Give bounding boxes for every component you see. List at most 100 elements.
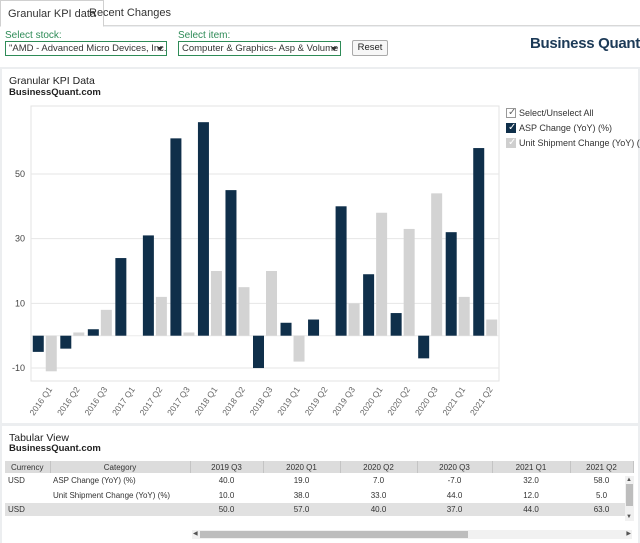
table-row: USD ASP Change (YoY) (%) 40.0 19.0 7.0 -… — [5, 473, 633, 488]
x-tick-label: 2020 Q2 — [385, 385, 412, 418]
table-cell: -7.0 — [447, 476, 462, 485]
bar-asp — [87, 329, 99, 336]
bar-unit — [266, 271, 277, 336]
item-select[interactable]: Computer & Graphics- Asp & Volume (... — [178, 41, 341, 56]
bar-asp — [445, 232, 457, 336]
bar-unit — [431, 193, 443, 336]
table-cell — [50, 503, 190, 516]
y-tick-label: 50 — [15, 169, 25, 179]
bar-asp — [308, 319, 320, 336]
table-cell: 7.0 — [372, 476, 385, 485]
stock-select[interactable]: "AMD - Advanced Micro Devices, Inc." — [5, 41, 167, 56]
y-tick-label: -10 — [12, 363, 25, 373]
kpi-table: Currency Category 2019 Q3 2020 Q1 2020 Q… — [5, 461, 634, 516]
x-tick-label: 2018 Q2 — [220, 385, 247, 418]
chevron-down-icon — [331, 47, 337, 51]
legend-item-asp-label: ASP Change (YoY) (%) — [519, 123, 613, 133]
table-cell: 63.0 — [570, 503, 633, 516]
x-tick-label: 2019 Q2 — [303, 385, 330, 418]
x-tick-label: 2021 Q1 — [440, 385, 467, 418]
x-tick-label: 2016 Q3 — [82, 385, 109, 418]
bar-unit — [155, 296, 167, 336]
item-select-value: Computer & Graphics- Asp & Volume (... — [182, 43, 341, 54]
x-tick-label: 2021 Q2 — [468, 385, 495, 418]
brand-logo: Business Quant — [530, 35, 640, 52]
bar-asp — [473, 148, 485, 336]
bar-unit — [403, 228, 415, 336]
legend-item-asp[interactable]: ✓ ASP Change (YoY) (%) — [506, 122, 613, 134]
reset-button[interactable]: Reset — [352, 40, 388, 56]
table-total-row: USD 50.0 57.0 40.0 37.0 44.0 63.0 — [5, 503, 633, 516]
y-tick-label: 30 — [15, 234, 25, 244]
column-header[interactable]: 2020 Q1 — [263, 461, 341, 473]
horizontal-scrollbar[interactable]: ◀ ▶ — [192, 530, 632, 539]
table-cell: 19.0 — [293, 476, 310, 485]
table-cell: 37.0 — [417, 503, 492, 516]
vertical-scrollbar[interactable]: ▲ ▼ — [625, 476, 634, 521]
bar-asp — [225, 190, 237, 336]
table-cell: 38.0 — [293, 491, 310, 500]
table-row: Unit Shipment Change (YoY) (%) 10.0 38.0… — [5, 488, 633, 503]
x-tick-label: 2017 Q1 — [110, 385, 137, 418]
chevron-down-icon — [157, 47, 163, 51]
table-header-row: Currency Category 2019 Q3 2020 Q1 2020 Q… — [5, 461, 634, 473]
column-header[interactable]: Currency — [5, 461, 51, 473]
bar-asp — [32, 335, 44, 352]
scroll-right-icon[interactable]: ▶ — [626, 531, 631, 537]
chart-panel-title: Granular KPI Data — [9, 75, 95, 87]
legend-item-unit[interactable]: ✓ Unit Shipment Change (YoY) (%) — [506, 137, 640, 149]
table-cell: Unit Shipment Change (YoY) (%) — [53, 491, 171, 500]
table-cell: 50.0 — [190, 503, 263, 516]
bar-asp — [197, 122, 209, 336]
bar-unit — [376, 212, 388, 336]
controls-bar: Select stock: "AMD - Advanced Micro Devi… — [0, 27, 640, 67]
column-header[interactable]: 2021 Q1 — [492, 461, 571, 473]
bar-unit — [100, 309, 112, 336]
legend-select-all-label: Select/Unselect All — [519, 108, 594, 118]
table-panel-subtitle: BusinessQuant.com — [9, 443, 101, 454]
bar-unit — [458, 296, 470, 336]
column-header[interactable]: 2020 Q3 — [417, 461, 493, 473]
checkbox-icon: ✓ — [506, 107, 517, 118]
table-cell: 12.0 — [523, 491, 539, 500]
scroll-down-icon[interactable]: ▼ — [626, 514, 632, 520]
column-header[interactable]: 2020 Q2 — [340, 461, 418, 473]
x-tick-label: 2017 Q2 — [137, 385, 164, 418]
table-cell: USD — [5, 503, 50, 516]
table-cell: ASP Change (YoY) (%) — [53, 476, 136, 485]
y-tick-label: 10 — [15, 298, 25, 308]
tab-bar: Granular KPI data Recent Changes — [0, 0, 640, 27]
bar-unit — [45, 335, 57, 372]
bar-asp — [170, 138, 182, 336]
x-tick-label: 2020 Q3 — [413, 385, 440, 418]
column-header[interactable]: 2021 Q2 — [570, 461, 634, 473]
table-cell: 58.0 — [593, 476, 610, 485]
tab-granular-kpi[interactable]: Granular KPI data — [0, 0, 105, 27]
chart-panel: Granular KPI Data BusinessQuant.com -10 1… — [2, 69, 638, 423]
table-cell: 5.0 — [595, 491, 608, 500]
table-cell: 32.0 — [523, 476, 539, 485]
x-tick-label: 2020 Q1 — [358, 385, 385, 418]
scroll-up-icon[interactable]: ▲ — [626, 477, 632, 483]
bar-asp — [335, 206, 347, 336]
table-cell — [5, 488, 50, 503]
x-tick-label: 2018 Q3 — [248, 385, 275, 418]
stock-select-value: "AMD - Advanced Micro Devices, Inc." — [9, 43, 167, 54]
scroll-left-icon[interactable]: ◀ — [193, 531, 198, 537]
bar-asp — [115, 258, 127, 336]
table-cell: 10.0 — [218, 491, 235, 500]
vertical-scroll-thumb[interactable] — [626, 484, 633, 506]
table-cell: USD — [8, 476, 25, 485]
bar-unit — [183, 332, 195, 336]
horizontal-scroll-thumb[interactable] — [200, 531, 468, 538]
legend-item-unit-label: Unit Shipment Change (YoY) (%) — [519, 138, 640, 148]
column-header[interactable]: Category — [50, 461, 191, 473]
bar-asp — [390, 313, 402, 336]
bar-asp — [280, 322, 292, 336]
bar-unit — [238, 287, 250, 336]
tab-recent-changes[interactable]: Recent Changes — [89, 7, 171, 19]
x-tick-label: 2019 Q3 — [330, 385, 357, 418]
legend-select-all[interactable]: ✓ Select/Unselect All — [506, 107, 594, 119]
column-header[interactable]: 2019 Q3 — [190, 461, 264, 473]
